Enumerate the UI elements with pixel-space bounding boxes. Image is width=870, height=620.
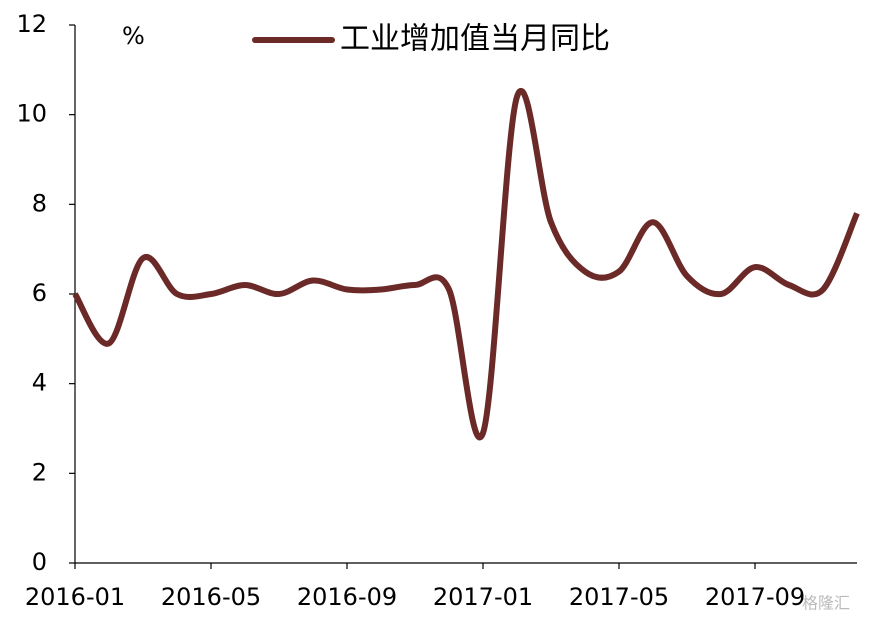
watermark: 格隆汇 — [802, 594, 850, 613]
series-line — [72, 87, 860, 441]
x-tick-label: 2016-05 — [161, 583, 261, 611]
y-tick-label: 2 — [32, 458, 47, 486]
x-tick-label: 2017-01 — [433, 583, 533, 611]
legend-label: 工业增加值当月同比 — [340, 22, 610, 57]
unit-label: % — [122, 22, 145, 50]
y-tick-label: 4 — [32, 369, 47, 397]
x-tick-label: 2016-01 — [25, 583, 125, 611]
x-tick-label: 2017-09 — [705, 583, 805, 611]
y-tick-label: 10 — [16, 100, 47, 128]
y-tick-label: 8 — [32, 189, 47, 217]
x-tick-label: 2016-09 — [297, 583, 397, 611]
x-tick-label: 2017-05 — [569, 583, 669, 611]
y-tick-label: 12 — [16, 10, 47, 38]
y-tick-label: 0 — [32, 548, 47, 576]
y-tick-label: 6 — [32, 279, 47, 307]
